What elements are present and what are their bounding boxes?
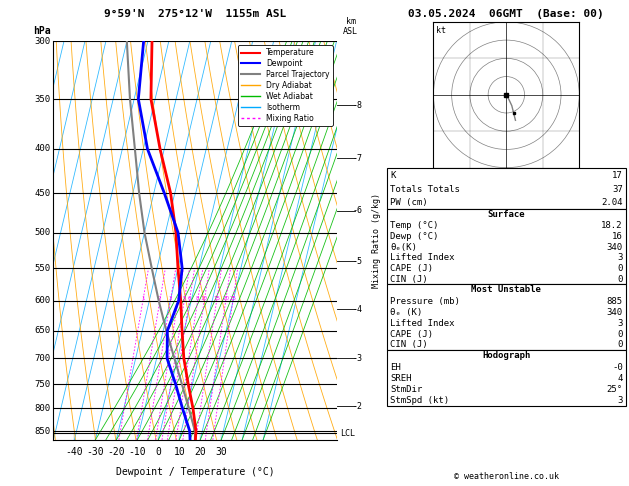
Text: 340: 340	[606, 243, 623, 252]
Text: 1: 1	[141, 296, 145, 301]
Text: Pressure (mb): Pressure (mb)	[390, 297, 460, 306]
Text: -40: -40	[65, 447, 83, 457]
Text: CAPE (J): CAPE (J)	[390, 264, 433, 273]
Text: 8: 8	[196, 296, 199, 301]
Text: -3: -3	[353, 354, 363, 363]
Text: kt: kt	[437, 26, 447, 35]
Text: LCL: LCL	[340, 429, 355, 438]
Text: 17: 17	[612, 171, 623, 180]
Text: 700: 700	[34, 354, 50, 363]
Text: 18.2: 18.2	[601, 221, 623, 230]
Text: 37: 37	[612, 185, 623, 193]
Text: 600: 600	[34, 296, 50, 305]
Text: 3: 3	[617, 319, 623, 328]
Text: SREH: SREH	[390, 374, 411, 383]
Text: PW (cm): PW (cm)	[390, 198, 428, 208]
Text: θₑ(K): θₑ(K)	[390, 243, 417, 252]
Text: 650: 650	[34, 326, 50, 335]
Text: StmSpd (kt): StmSpd (kt)	[390, 396, 449, 405]
Text: -6: -6	[353, 207, 363, 215]
Text: 2.04: 2.04	[601, 198, 623, 208]
Text: 885: 885	[606, 297, 623, 306]
Text: 300: 300	[34, 37, 50, 46]
Text: Totals Totals: Totals Totals	[390, 185, 460, 193]
Text: 10: 10	[201, 296, 208, 301]
Text: © weatheronline.co.uk: © weatheronline.co.uk	[454, 472, 559, 481]
Text: 350: 350	[34, 94, 50, 104]
Text: Dewp (°C): Dewp (°C)	[390, 232, 438, 241]
Text: -0: -0	[612, 363, 623, 372]
Text: 4: 4	[617, 374, 623, 383]
Text: CIN (J): CIN (J)	[390, 341, 428, 349]
Text: 0: 0	[617, 341, 623, 349]
Text: -30: -30	[87, 447, 104, 457]
Text: 500: 500	[34, 228, 50, 237]
Text: StmDir: StmDir	[390, 385, 422, 394]
Text: 2: 2	[158, 296, 162, 301]
Text: -7: -7	[353, 154, 363, 163]
Text: Dewpoint / Temperature (°C): Dewpoint / Temperature (°C)	[116, 467, 274, 477]
Text: 400: 400	[34, 144, 50, 154]
Text: EH: EH	[390, 363, 401, 372]
Text: 15: 15	[213, 296, 220, 301]
Text: 03.05.2024  06GMT  (Base: 00): 03.05.2024 06GMT (Base: 00)	[408, 9, 604, 19]
Text: -8: -8	[353, 101, 363, 110]
Text: -5: -5	[353, 257, 363, 266]
Text: 4: 4	[176, 296, 180, 301]
Text: 0: 0	[617, 330, 623, 339]
Text: 25°: 25°	[606, 385, 623, 394]
Text: 3: 3	[617, 253, 623, 262]
Text: 850: 850	[34, 427, 50, 435]
Text: 3: 3	[617, 396, 623, 405]
Text: 16: 16	[612, 232, 623, 241]
Legend: Temperature, Dewpoint, Parcel Trajectory, Dry Adiabat, Wet Adiabat, Isotherm, Mi: Temperature, Dewpoint, Parcel Trajectory…	[238, 45, 333, 126]
Text: Lifted Index: Lifted Index	[390, 319, 455, 328]
Text: CIN (J): CIN (J)	[390, 275, 428, 284]
Text: -4: -4	[353, 305, 363, 314]
Text: 450: 450	[34, 189, 50, 198]
Text: -2: -2	[353, 401, 363, 411]
Text: CAPE (J): CAPE (J)	[390, 330, 433, 339]
Text: 25: 25	[230, 296, 237, 301]
Text: 20: 20	[194, 447, 206, 457]
Text: Surface: Surface	[487, 210, 525, 219]
Text: km
ASL: km ASL	[343, 17, 358, 36]
Text: 750: 750	[34, 380, 50, 389]
Text: 20: 20	[222, 296, 229, 301]
Text: 0: 0	[617, 275, 623, 284]
Text: Mixing Ratio (g/kg): Mixing Ratio (g/kg)	[372, 193, 381, 288]
Text: Most Unstable: Most Unstable	[471, 285, 542, 295]
Text: hPa: hPa	[33, 26, 50, 36]
Text: 340: 340	[606, 308, 623, 317]
Text: 0: 0	[617, 264, 623, 273]
Text: 800: 800	[34, 404, 50, 413]
Text: 6: 6	[187, 296, 191, 301]
Text: 3: 3	[169, 296, 172, 301]
Text: 550: 550	[34, 264, 50, 273]
Text: 9°59'N  275°12'W  1155m ASL: 9°59'N 275°12'W 1155m ASL	[104, 9, 286, 19]
Text: Hodograph: Hodograph	[482, 351, 530, 360]
Text: 0: 0	[155, 447, 161, 457]
Text: 5: 5	[182, 296, 186, 301]
Text: 30: 30	[215, 447, 227, 457]
Text: θₑ (K): θₑ (K)	[390, 308, 422, 317]
Text: Temp (°C): Temp (°C)	[390, 221, 438, 230]
Text: -20: -20	[108, 447, 125, 457]
Text: Lifted Index: Lifted Index	[390, 253, 455, 262]
Text: 10: 10	[174, 447, 185, 457]
Text: -10: -10	[128, 447, 146, 457]
Text: K: K	[390, 171, 396, 180]
